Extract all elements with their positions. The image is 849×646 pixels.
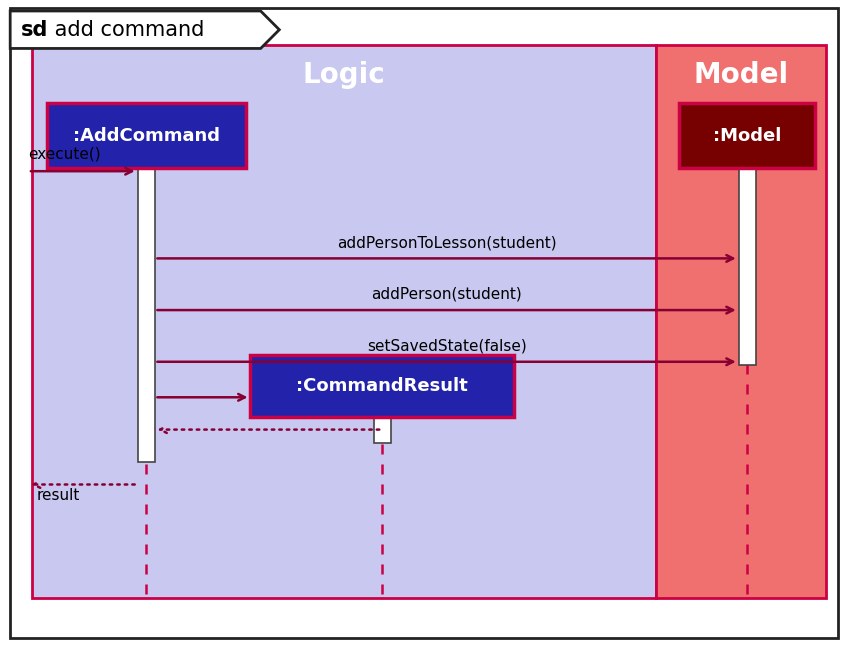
Text: result: result xyxy=(37,488,80,503)
Bar xyxy=(374,407,391,443)
Text: add command: add command xyxy=(48,20,204,39)
Polygon shape xyxy=(10,11,279,48)
Text: Logic: Logic xyxy=(303,61,385,89)
Text: :Model: :Model xyxy=(713,127,781,145)
Bar xyxy=(250,355,514,417)
Text: setSavedState(false): setSavedState(false) xyxy=(367,339,526,353)
Bar xyxy=(47,103,246,168)
Bar xyxy=(739,168,756,365)
Text: :AddCommand: :AddCommand xyxy=(73,127,220,145)
Text: :CommandResult: :CommandResult xyxy=(296,377,468,395)
Text: sd: sd xyxy=(20,20,48,39)
Text: addPersonToLesson(student): addPersonToLesson(student) xyxy=(337,235,556,250)
Bar xyxy=(32,45,656,598)
Bar xyxy=(656,45,826,598)
Text: execute(): execute() xyxy=(28,147,101,162)
Bar xyxy=(679,103,815,168)
Text: Model: Model xyxy=(694,61,789,89)
Text: addPerson(student): addPerson(student) xyxy=(371,287,522,302)
Bar xyxy=(138,168,155,462)
